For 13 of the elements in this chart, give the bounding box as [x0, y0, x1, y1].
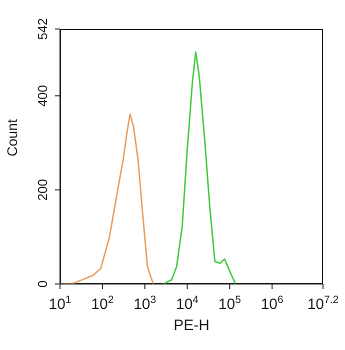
x-tick-label: 10$^{4}$ — [176, 294, 199, 313]
x-axis-title: PE-H — [174, 317, 210, 334]
y-tick-label: 542 — [35, 18, 50, 40]
x-tick-label: 10$^{6}$ — [260, 294, 284, 313]
x-tick-label: 10$^{2}$ — [91, 294, 114, 313]
x-tick-label: 10$^{1}$ — [48, 294, 72, 313]
y-tick-label: 200 — [35, 179, 50, 201]
x-tick-label: 10$^{3}$ — [134, 294, 156, 313]
x-tick-label: 10$^{5}$ — [218, 294, 242, 313]
y-tick-label: 400 — [35, 84, 50, 107]
y-tick-label: 0 — [35, 280, 50, 288]
y-axis-title: Count — [4, 119, 20, 156]
x-tick-label: 10$^{7.2}$ — [307, 294, 339, 313]
